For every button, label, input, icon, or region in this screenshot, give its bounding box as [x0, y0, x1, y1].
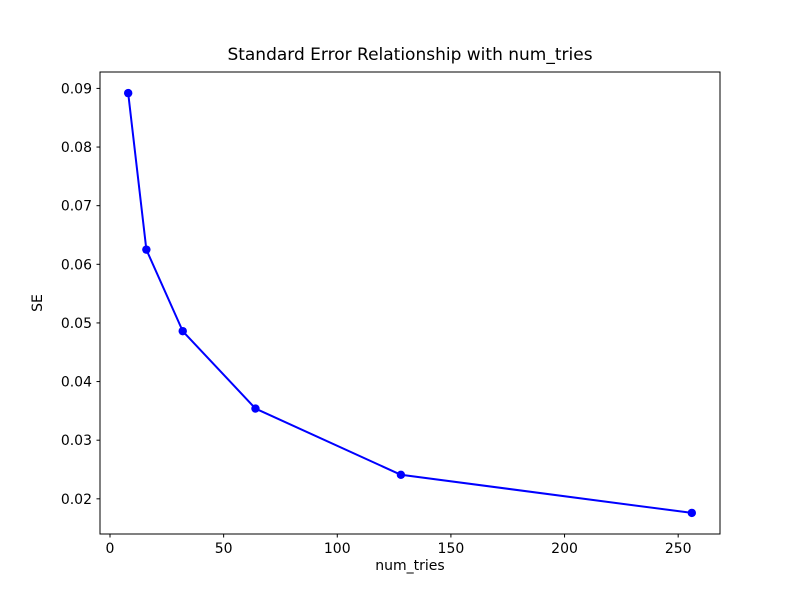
y-tick-label: 0.02 — [61, 492, 92, 508]
x-tick-label: 250 — [665, 541, 692, 557]
y-tick-label: 0.05 — [61, 316, 92, 332]
y-axis-label: SE — [30, 294, 46, 312]
data-point-marker — [687, 508, 697, 518]
x-tick-label: 150 — [438, 541, 465, 557]
y-tick-label: 0.03 — [61, 433, 92, 449]
data-point-marker — [142, 245, 151, 254]
y-tick-label: 0.04 — [61, 375, 92, 391]
y-tick-label: 0.09 — [61, 81, 92, 97]
x-axis-label: num_tries — [375, 558, 445, 574]
x-tick-label: 200 — [551, 541, 578, 557]
data-point-marker — [251, 404, 260, 413]
x-tick-label: 0 — [106, 541, 115, 557]
data-point-marker — [178, 326, 187, 336]
y-tick-label: 0.08 — [61, 140, 92, 156]
chart-title: Standard Error Relationship with num_tri… — [227, 45, 593, 65]
x-tick-label: 50 — [215, 541, 233, 557]
data-point-marker — [123, 88, 133, 98]
x-tick-label: 100 — [324, 541, 351, 557]
data-line — [127, 92, 693, 514]
axes-spines — [99, 71, 721, 535]
y-tick-label: 0.07 — [61, 199, 92, 215]
y-tick-label: 0.06 — [61, 257, 92, 273]
data-point-marker — [396, 470, 406, 479]
